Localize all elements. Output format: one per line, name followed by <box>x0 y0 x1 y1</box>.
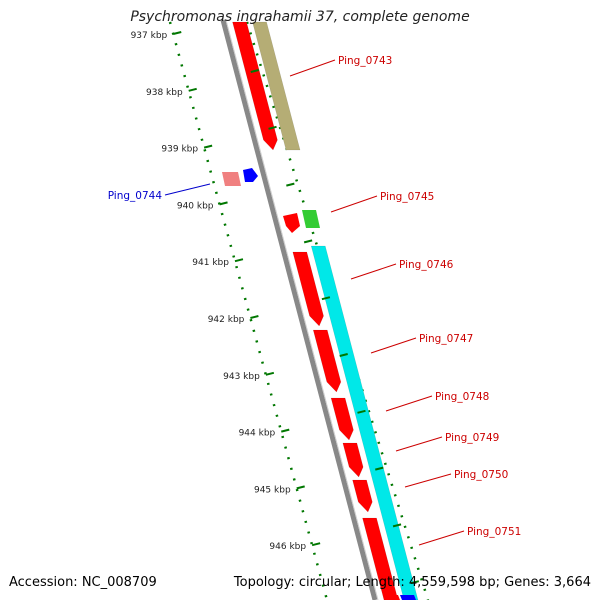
gene-label-leader <box>385 395 433 412</box>
ruler-tick <box>265 371 275 376</box>
ruler-tick-label: 938 kbp <box>146 88 183 98</box>
gene-label-leader <box>418 530 465 546</box>
gene-label: Ping_0743 <box>338 55 392 67</box>
ruler-tick-label: 942 kbp <box>208 315 245 325</box>
gene-label-leader <box>404 473 452 488</box>
gene-cds-arrow <box>292 251 324 327</box>
ruler-tick-label: 943 kbp <box>223 372 260 382</box>
ruler-tick <box>281 428 290 433</box>
genome-backbone-highlight <box>225 19 379 600</box>
gene-cds-arrow <box>283 213 300 233</box>
ruler-tick <box>339 353 348 357</box>
ruler-tick-label: 944 kbp <box>239 429 276 439</box>
ruler-tick <box>250 69 260 73</box>
genome-summary-text: Topology: circular; Length: 4,559,598 bp… <box>233 575 591 590</box>
ruler-tick-label: 937 kbp <box>131 31 168 41</box>
ruler-tick-label: 945 kbp <box>254 485 291 495</box>
ruler-tick <box>357 409 366 414</box>
gene-label: Ping_0744 <box>108 190 163 202</box>
gene-label-leader <box>164 183 211 196</box>
genome-backbone <box>220 19 378 600</box>
ruler-tick-label: 941 kbp <box>192 258 229 268</box>
gene-rna-track <box>222 172 241 186</box>
gene-label-leader <box>289 59 336 77</box>
gene-cds-arrow <box>362 517 399 600</box>
gene-forward-segment <box>400 595 416 600</box>
gene-cds-arrow <box>342 442 364 478</box>
ruler-tick <box>392 523 402 528</box>
ruler-tick <box>311 542 321 547</box>
ruler-tick <box>203 144 213 149</box>
gene-label-leader <box>395 436 443 452</box>
ruler-tick <box>268 125 277 130</box>
ruler-tick <box>219 201 228 206</box>
ruler-dotted-line <box>245 21 430 600</box>
gene-label: Ping_0751 <box>467 526 521 538</box>
gene-product-track <box>310 245 419 600</box>
ruler-tick <box>234 258 244 263</box>
gene-label: Ping_0750 <box>454 469 508 481</box>
ruler-tick <box>410 580 420 585</box>
gene-label: Ping_0748 <box>435 391 489 403</box>
ruler-tick <box>375 466 384 471</box>
ruler-tick <box>286 182 295 187</box>
ruler-tick <box>303 239 313 244</box>
gene-product-track <box>252 21 301 151</box>
gene-label-leader <box>370 337 417 354</box>
ruler-tick <box>173 31 182 35</box>
gene-label: Ping_0747 <box>419 333 473 345</box>
gene-label-leader <box>330 195 378 213</box>
gene-cds-arrow <box>352 479 373 513</box>
gene-label: Ping_0749 <box>445 432 499 444</box>
gene-label: Ping_0745 <box>380 191 434 203</box>
ruler-dotted-line <box>168 21 329 600</box>
gene-cds-segment <box>384 595 400 600</box>
gene-forward-arrow <box>243 168 258 182</box>
map-title: Psychromonas ingrahamii 37, complete gen… <box>130 9 470 25</box>
gene-cds-arrow <box>330 397 354 441</box>
ruler-tick <box>296 485 305 490</box>
ruler-tick-label: 946 kbp <box>269 542 306 552</box>
ruler-tick <box>321 296 331 301</box>
ruler-tick <box>250 315 259 319</box>
ruler-tick-label: 940 kbp <box>177 201 214 211</box>
ruler-tick <box>188 87 197 92</box>
ruler-tick-label: 939 kbp <box>161 145 198 155</box>
gene-label: Ping_0746 <box>399 259 454 271</box>
gene-cds-track <box>232 21 278 151</box>
gene-label-leader <box>350 263 397 280</box>
gene-product-track <box>302 210 320 228</box>
gene-cds-arrow <box>312 329 342 393</box>
accession-text: Accession: NC_008709 <box>9 575 157 590</box>
